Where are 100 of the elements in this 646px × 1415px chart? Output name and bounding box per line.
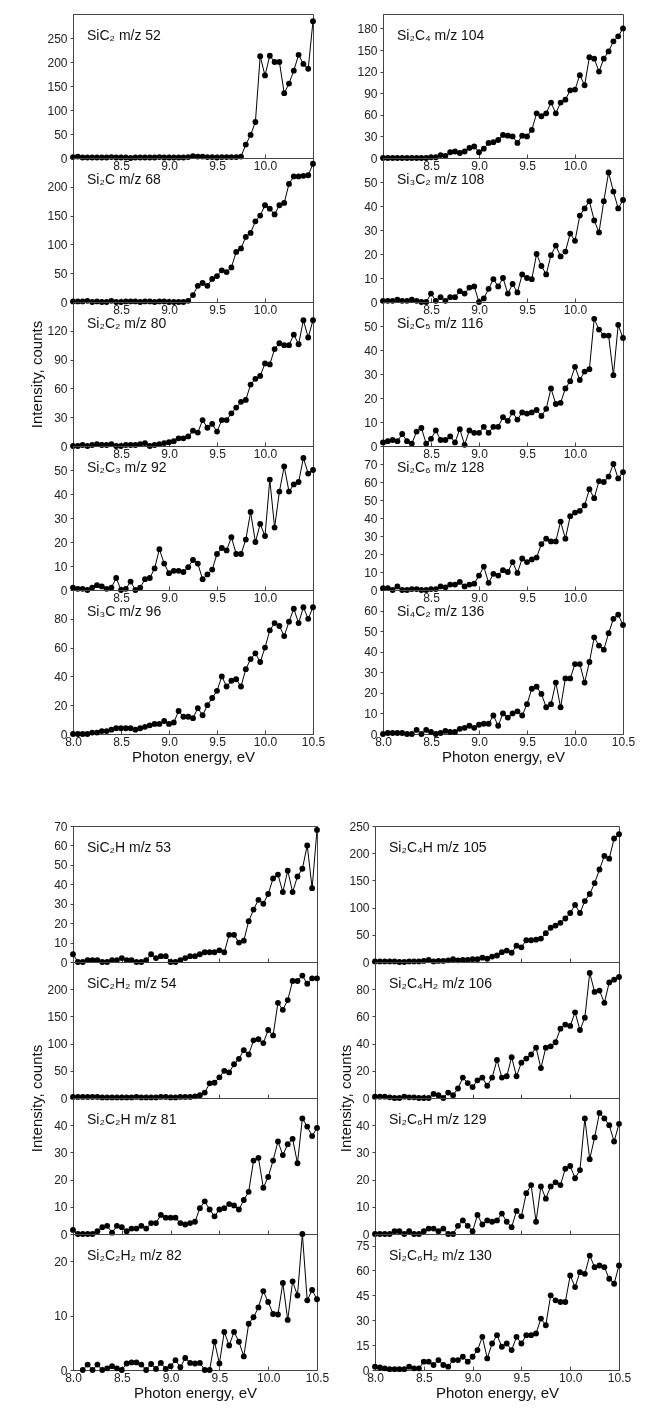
point <box>257 521 264 527</box>
point <box>190 427 196 434</box>
point <box>214 551 220 557</box>
point <box>137 584 144 591</box>
point <box>211 1338 218 1345</box>
x-tick-label: 9.5 <box>211 1370 229 1385</box>
point <box>118 725 124 732</box>
point <box>276 202 283 209</box>
x-tick-label: 10.0 <box>563 158 588 173</box>
point <box>275 1138 281 1145</box>
y-tick-label: 50 <box>364 624 378 639</box>
point <box>153 955 159 962</box>
point <box>572 237 578 244</box>
point <box>557 1025 564 1032</box>
x-tick-label: 10.5 <box>607 1370 632 1385</box>
point <box>157 1360 164 1366</box>
point <box>508 1347 515 1354</box>
point <box>620 469 626 476</box>
x-tick-label: 9.5 <box>519 302 537 317</box>
point <box>206 1367 213 1373</box>
point <box>166 570 172 577</box>
point <box>485 429 492 436</box>
point <box>276 340 283 347</box>
point <box>252 539 259 545</box>
y-tick-label: 60 <box>364 604 378 619</box>
point <box>504 132 511 139</box>
y-tick-label: 40 <box>364 343 378 358</box>
y-tick-label: 200 <box>349 846 370 861</box>
point <box>231 1329 237 1335</box>
x-tick-label: 9.5 <box>519 158 537 173</box>
x-tick-label: 9.0 <box>162 1370 180 1385</box>
point <box>500 710 506 717</box>
text: SiC₂H m/z 53 <box>87 839 172 855</box>
point <box>396 1228 403 1235</box>
y-tick-label: 100 <box>349 901 370 916</box>
point <box>270 1032 276 1039</box>
point <box>108 584 115 591</box>
point <box>504 290 511 297</box>
point <box>586 198 593 205</box>
point <box>281 633 288 639</box>
point <box>474 1077 481 1084</box>
point <box>127 725 134 732</box>
point <box>543 535 550 542</box>
point <box>548 99 554 106</box>
point <box>600 646 607 653</box>
y-tick-label: 20 <box>364 391 378 406</box>
point <box>255 1154 262 1161</box>
point <box>581 502 588 509</box>
x-tick-label: 9.5 <box>209 734 227 749</box>
point <box>445 1089 452 1096</box>
point <box>423 440 430 447</box>
point <box>455 1222 461 1229</box>
point <box>484 955 491 962</box>
point <box>146 722 153 729</box>
point <box>479 1333 486 1340</box>
point <box>581 1115 588 1122</box>
point <box>271 346 278 352</box>
text: Si₃C₂ m/z 108 <box>397 171 485 187</box>
point <box>586 1156 593 1163</box>
point <box>250 1157 257 1164</box>
point <box>586 659 593 665</box>
y-tick-label: 30 <box>54 410 68 425</box>
point <box>552 679 559 686</box>
point <box>513 1333 520 1340</box>
point <box>503 1218 510 1225</box>
y-tick-label: 40 <box>364 511 378 526</box>
point <box>469 956 476 963</box>
point <box>484 1217 491 1224</box>
point <box>524 275 530 281</box>
point <box>586 969 593 976</box>
point <box>161 718 168 724</box>
point <box>199 280 206 286</box>
point <box>153 1220 159 1227</box>
point <box>94 582 100 589</box>
x-axis-title: Photon energy, eV <box>131 747 256 765</box>
point <box>185 297 192 304</box>
point <box>122 725 129 732</box>
point <box>233 551 240 557</box>
point <box>233 248 240 255</box>
point <box>514 569 521 576</box>
point <box>310 18 316 25</box>
y-tick-label: 200 <box>47 180 68 195</box>
point <box>408 296 415 303</box>
point <box>182 1355 189 1361</box>
point <box>538 1065 544 1071</box>
point <box>300 455 307 461</box>
point <box>266 361 273 368</box>
point <box>389 437 396 443</box>
point <box>199 712 206 719</box>
point <box>206 1080 213 1087</box>
point <box>425 1358 432 1365</box>
point <box>581 368 588 375</box>
point <box>128 1359 135 1366</box>
point <box>226 931 233 938</box>
point <box>99 1367 106 1373</box>
y-tick-label: 150 <box>47 1009 68 1024</box>
point <box>276 623 283 629</box>
point <box>98 583 105 590</box>
point <box>290 67 297 74</box>
y-tick-label: 10 <box>54 559 68 574</box>
